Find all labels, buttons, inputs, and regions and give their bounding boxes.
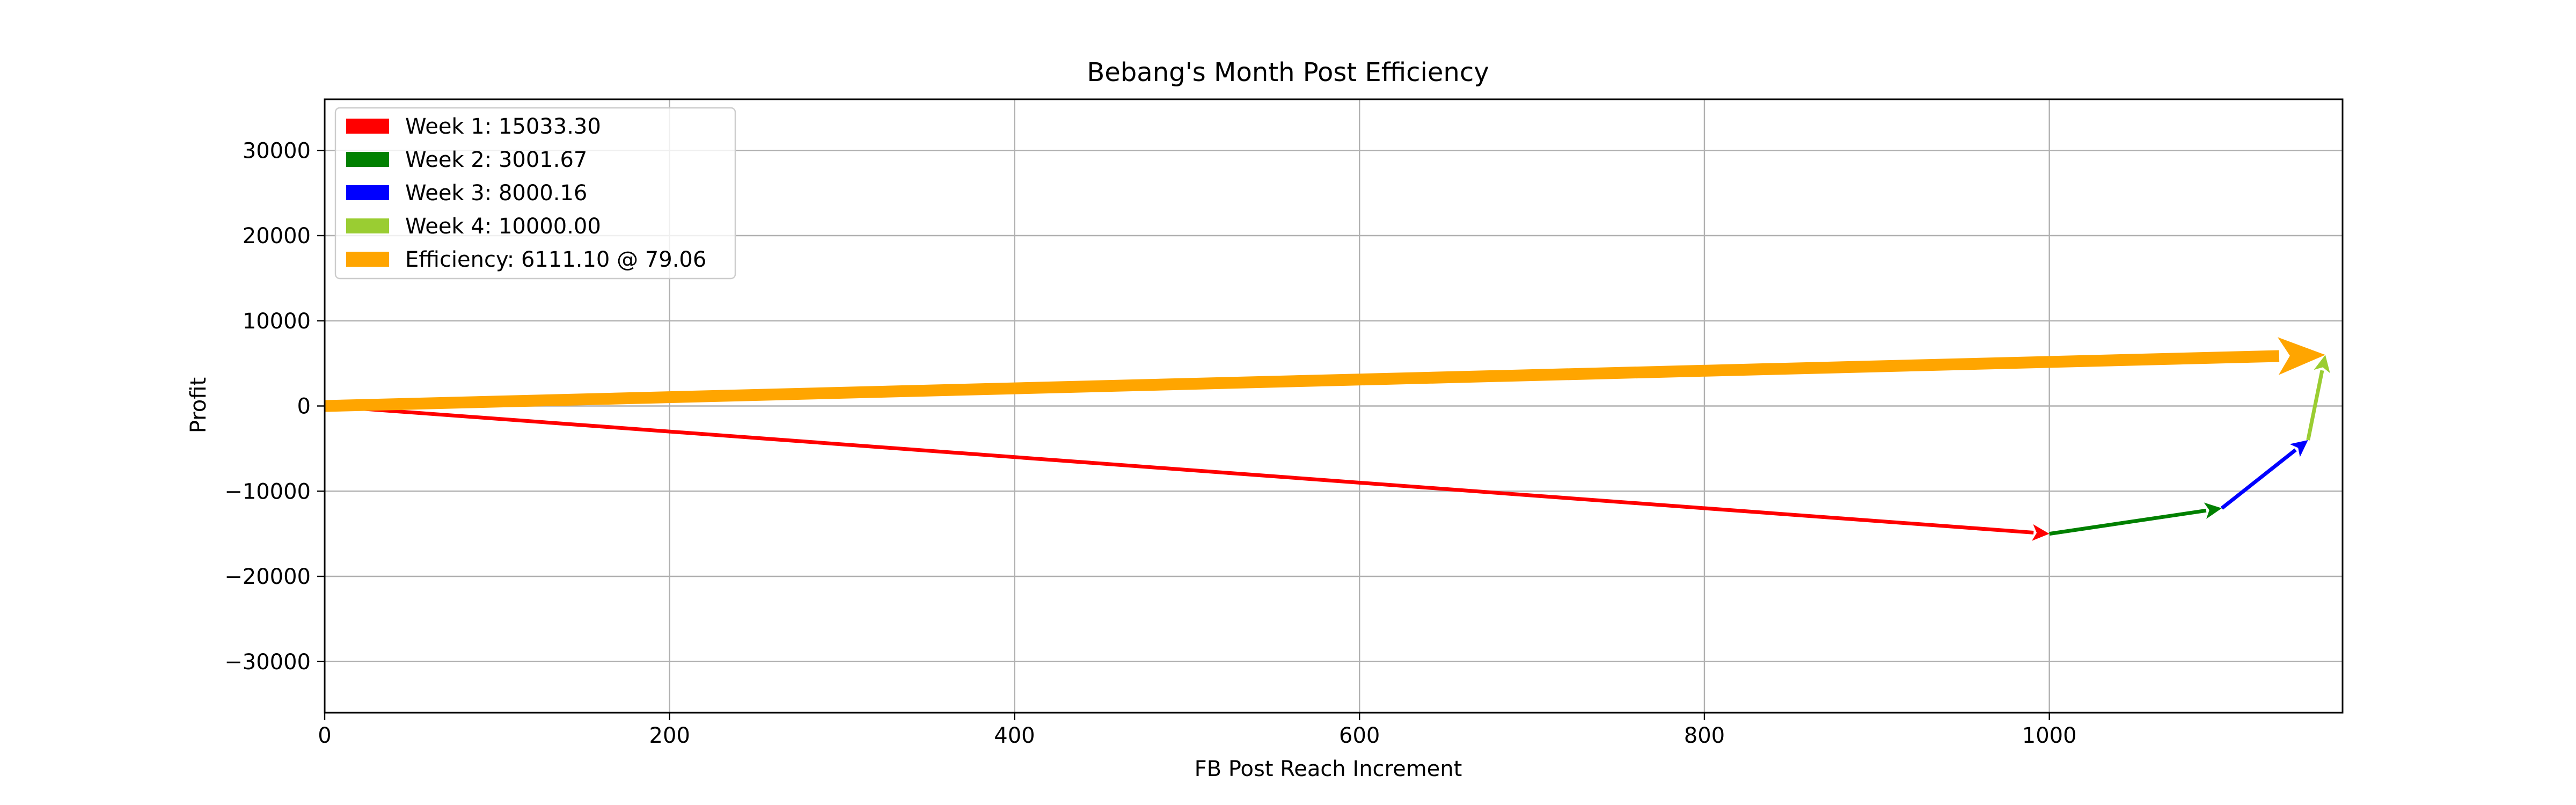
legend-swatch (346, 218, 389, 233)
legend: Week 1: 15033.30 Week 2: 3001.67 Week 3: 8… (334, 107, 736, 280)
chart-title: Bebang's Month Post Efficiency (1087, 57, 1489, 87)
arrow-head (2314, 355, 2330, 374)
x-tick-label: 0 (318, 723, 331, 748)
y-tick-label: 10000 (243, 309, 311, 334)
arrow-head (2289, 440, 2308, 457)
x-tick-label: 400 (994, 723, 1035, 748)
legend-label: Week 1: 15033.30 (405, 114, 601, 139)
legend-swatch (346, 119, 389, 134)
y-tick-label: −20000 (224, 565, 311, 589)
y-axis-label: Profit (186, 377, 211, 433)
x-tick-label: 600 (1339, 723, 1380, 748)
arrow-head (2204, 502, 2222, 519)
series-arrow-week-2 (2049, 502, 2222, 536)
x-tick-label: 800 (1684, 723, 1725, 748)
arrow-shaft (324, 350, 2280, 412)
arrow-head (2278, 337, 2325, 375)
series-arrow-week-5 (324, 337, 2325, 412)
ticks: 0 200 400 600 800 1000 30000 20000 10000 0 −10000 −… (224, 138, 2076, 748)
series-arrow-week-4 (2306, 355, 2330, 441)
legend-label: Week 2: 3001.67 (405, 148, 587, 172)
y-tick-label: −10000 (224, 479, 311, 504)
x-axis-label: FB Post Reach Increment (1195, 757, 1462, 781)
legend-label: Week 4: 10000.00 (405, 214, 601, 239)
legend-box (334, 107, 736, 280)
legend-label: Efficiency: 6111.10 @ 79.06 (405, 247, 706, 272)
series-arrow-week-3 (2220, 440, 2308, 510)
y-tick-label: 0 (297, 394, 311, 419)
x-tick-label: 200 (649, 723, 690, 748)
series-group (324, 337, 2330, 541)
arrow-shaft (2306, 370, 2324, 441)
legend-swatch (346, 152, 389, 167)
y-tick-label: 20000 (243, 224, 311, 248)
arrow-shaft (2049, 508, 2207, 536)
legend-swatch (346, 185, 389, 200)
arrow-head (2032, 524, 2050, 541)
legend-label: Week 3: 8000.16 (405, 181, 587, 206)
arrow-shaft (2220, 448, 2297, 510)
y-tick-label: 30000 (243, 138, 311, 163)
y-tick-label: −30000 (224, 650, 311, 675)
series-arrow-week-1 (324, 404, 2050, 541)
legend-swatch (346, 252, 389, 267)
arrow-shaft (324, 404, 2034, 535)
x-tick-label: 1000 (2022, 723, 2077, 748)
